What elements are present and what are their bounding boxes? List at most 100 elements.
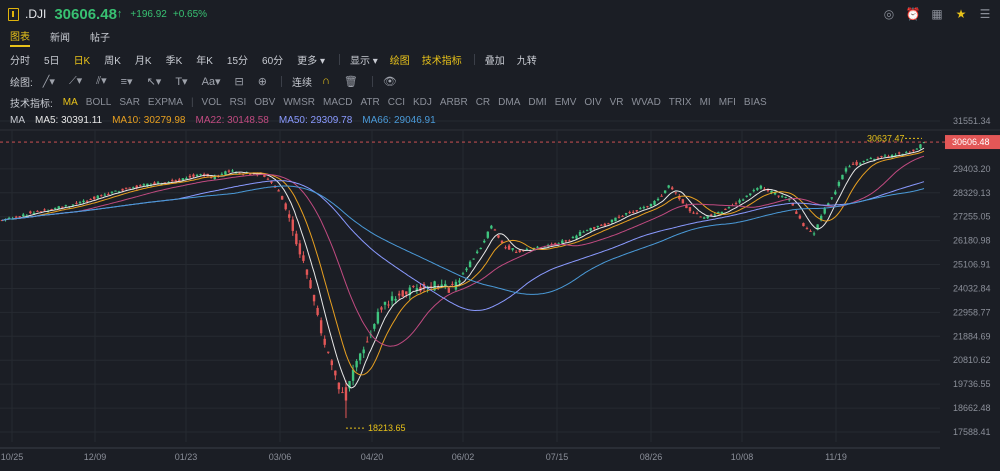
nine-turn-button[interactable]: 九转 [516,55,537,67]
candle-body [78,202,82,204]
ma66-line [1,185,925,295]
font-tool-icon[interactable]: Aa▾ [201,75,221,88]
indicator-trix[interactable]: TRIX [668,96,692,108]
indicator-cci[interactable]: CCI [387,96,405,108]
candle-body [0,220,4,222]
alarm-icon[interactable]: ⏰ [905,7,921,21]
candle-body [249,173,252,175]
indicator-arbr[interactable]: ARBR [439,96,468,108]
grid-icon[interactable]: ▦ [931,7,943,21]
indicator-wvad[interactable]: WVAD [631,96,661,108]
ray-tool-icon[interactable]: ↖▾ [146,75,162,88]
candle-body [447,288,451,293]
period-daily[interactable]: 日K [73,55,91,67]
candle-body [89,198,92,200]
candle-body [770,190,773,193]
candle-body [305,269,309,275]
period-intraday[interactable]: 分时 [10,55,30,67]
candle-body [589,228,592,231]
candle-body [199,174,202,176]
tab-chart[interactable]: 图表 [10,28,30,47]
indicator-boll[interactable]: BOLL [85,96,112,108]
candle-body [624,213,628,215]
candle-body [394,298,397,301]
magnet-icon[interactable]: ∩ [321,75,330,87]
last-price-label: 30606.48 [952,137,990,147]
period-yearly[interactable]: 年K [196,55,213,67]
ma50-value: MA50: 29309.78 [278,114,353,126]
draw-toggle[interactable]: 绘图 [389,55,410,67]
candle-body [706,215,709,219]
candle-body [603,223,607,226]
indicator-expma[interactable]: EXPMA [147,96,183,108]
indicator-vr[interactable]: VR [609,96,624,108]
tab-posts[interactable]: 帖子 [90,32,110,44]
candle-body [610,219,614,223]
indicator-obv[interactable]: OBV [254,96,276,108]
candle-body [373,324,376,329]
indicator-ma[interactable]: MA [62,96,78,108]
fib-tool-icon[interactable]: ≡▾ [120,75,133,88]
indicator-oiv[interactable]: OIV [584,96,602,108]
overlay-button[interactable]: 叠加 [484,55,505,67]
candle-body [858,163,862,165]
candle-body [362,349,365,354]
period-15min[interactable]: 15分 [226,55,249,67]
indicator-dmi[interactable]: DMI [528,96,547,108]
ticker-symbol: .DJI [25,7,47,21]
period-60min[interactable]: 60分 [262,55,284,67]
period-more-dropdown[interactable]: 更多 ▾ [297,55,325,67]
indicator-sar[interactable]: SAR [119,96,140,108]
period-quarterly[interactable]: 季K [165,55,183,67]
indicator-macd[interactable]: MACD [323,96,353,108]
candle-body [834,191,837,195]
indicator-atr[interactable]: ATR [360,96,380,108]
divider [371,75,373,87]
tab-news[interactable]: 新闻 [50,32,70,44]
indicators-toggle[interactable]: 技术指标 [421,55,462,67]
indicator-wmsr[interactable]: WMSR [283,96,316,108]
indicator-cr[interactable]: CR [475,96,491,108]
ma66-value: MA66: 29046.91 [362,114,436,126]
indicator-kdj[interactable]: KDJ [412,96,432,108]
candle-body [479,247,482,250]
display-dropdown[interactable]: 显示 ▾ [349,55,378,67]
text-tool-icon[interactable]: T▾ [175,75,188,88]
visibility-eye-icon[interactable]: 👁 [382,75,397,88]
candle-body [632,211,635,213]
indicator-rsi[interactable]: RSI [229,96,247,108]
target-icon[interactable]: ◎ [883,7,895,21]
candle-body [195,174,199,177]
period-5day[interactable]: 5日 [44,55,60,67]
continuous-draw-button[interactable]: 连续 [291,77,312,89]
ma22-value: MA22: 30148.58 [195,114,269,126]
candle-body [901,153,904,155]
period-monthly[interactable]: 月K [134,55,152,67]
indicator-mi[interactable]: MI [699,96,711,108]
parallel-tool-icon[interactable]: ⫽▾ [96,75,107,87]
candle-body [440,284,443,287]
x-tick-label: 04/20 [361,452,384,462]
candle-body [685,205,688,209]
period-weekly[interactable]: 周K [104,55,121,67]
measure-tool-icon[interactable]: ⊟ [234,75,244,88]
candle-body [18,216,21,218]
menu-icon[interactable]: ☰ [979,7,991,21]
indicator-dma[interactable]: DMA [498,96,521,108]
candle-body [100,195,103,197]
candle-body [681,199,685,204]
zoom-tool-icon[interactable]: ⊕ [257,75,267,88]
favorite-star-icon[interactable]: ★ [955,7,967,21]
indicator-mfi[interactable]: MFI [718,96,736,108]
indicator-bias[interactable]: BIAS [743,96,767,108]
candle-body [819,215,823,221]
line-tool-icon[interactable]: ╱▾ [42,75,55,88]
polyline-tool-icon[interactable]: ⟋▾ [68,75,83,87]
candle-body [851,163,855,165]
trash-icon[interactable]: 🗑 [343,75,358,88]
indicator-vol[interactable]: VOL [201,96,222,108]
indicator-emv[interactable]: EMV [554,96,577,108]
candle-body [749,193,752,196]
candle-body [295,233,298,245]
